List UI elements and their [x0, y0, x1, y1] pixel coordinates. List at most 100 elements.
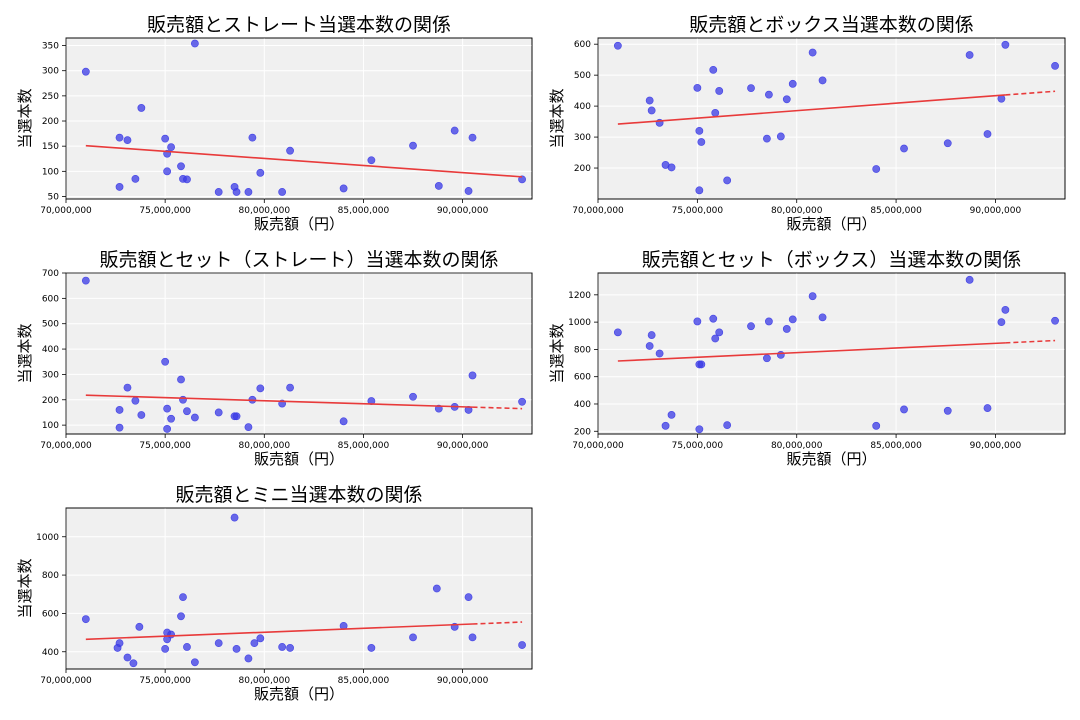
x-tick-label: 70,000,000 [40, 206, 92, 216]
x-tick-label: 85,000,000 [870, 206, 922, 216]
y-tick-label: 400 [574, 400, 591, 410]
data-point [190, 413, 199, 422]
data-point [808, 292, 817, 301]
data-point [645, 96, 654, 105]
data-point [763, 134, 771, 143]
y-tick-label: 200 [574, 164, 591, 174]
x-axis-label: 販売額（円） [254, 215, 344, 233]
data-point [464, 187, 473, 195]
trend-line-extension [472, 406, 523, 410]
data-point [115, 406, 124, 414]
data-point [190, 39, 199, 48]
data-point [711, 109, 720, 117]
chart-title: 販売額とセット（ストレート）当選本数の関係 [99, 249, 498, 271]
x-tick-label: 90,000,000 [970, 206, 1022, 216]
x-axis-label: 販売額（円） [254, 685, 344, 703]
data-point [900, 144, 908, 153]
y-tick-label: 350 [42, 42, 59, 52]
data-point [983, 130, 992, 138]
x-tick-label: 70,000,000 [40, 441, 92, 451]
trend-line-extension [472, 621, 523, 625]
data-point [123, 383, 132, 392]
data-point [135, 622, 144, 631]
data-point [695, 425, 704, 434]
data-point [214, 639, 223, 648]
data-point [256, 634, 265, 643]
data-point [776, 350, 785, 359]
data-point [167, 143, 175, 152]
plot-area [65, 507, 533, 670]
data-point [244, 423, 253, 432]
data-point [179, 593, 187, 602]
y-axis-label: 当選本数 [16, 323, 34, 383]
data-point [997, 318, 1006, 327]
data-point [747, 322, 755, 331]
data-point [115, 183, 124, 191]
chart-1: 70,000,000 75,000,000 80,000,000 85,000,000… [16, 14, 533, 233]
x-tick-label: 70,000,000 [572, 206, 624, 216]
data-point [286, 146, 294, 155]
data-point [788, 79, 797, 88]
x-tick-label: 85,000,000 [338, 676, 390, 686]
data-point [782, 95, 791, 104]
y-axis-label: 当選本数 [548, 88, 566, 148]
data-point [645, 342, 654, 350]
data-point [278, 188, 287, 196]
data-point [468, 371, 477, 380]
y-tick-label: 300 [42, 67, 59, 77]
data-point [693, 317, 702, 326]
data-point [183, 407, 191, 416]
data-point [808, 48, 817, 57]
data-point [115, 639, 124, 648]
x-tick-label: 90,000,000 [437, 206, 489, 216]
trend-line [85, 623, 473, 641]
data-point [131, 174, 140, 183]
y-tick-label: 300 [42, 370, 59, 380]
data-point [432, 584, 441, 593]
data-point [232, 644, 241, 653]
x-tick-label: 85,000,000 [338, 441, 390, 451]
data-point [163, 167, 172, 176]
x-tick-label: 80,000,000 [239, 441, 291, 451]
data-point [776, 132, 785, 141]
data-point [190, 658, 199, 667]
data-point [286, 383, 294, 392]
data-point [661, 421, 670, 430]
data-point [81, 615, 90, 624]
data-point [450, 126, 459, 135]
data-point [161, 134, 170, 143]
data-point [613, 328, 622, 337]
data-point [244, 188, 253, 196]
trend-line [617, 342, 1006, 362]
data-point [613, 41, 622, 50]
y-tick-label: 600 [574, 373, 591, 383]
data-point [81, 276, 90, 285]
plot-frame [597, 37, 1066, 200]
data-point [763, 354, 771, 363]
data-point [715, 87, 724, 95]
data-point [163, 425, 172, 433]
y-tick-label: 600 [42, 609, 59, 619]
data-point [711, 334, 720, 343]
data-point [1051, 61, 1059, 70]
data-point [214, 408, 223, 417]
y-tick-label: 1200 [568, 291, 591, 301]
y-tick-label: 800 [42, 571, 59, 581]
data-point [115, 423, 124, 432]
data-point [1001, 305, 1010, 314]
chart-3: 70,000,000 75,000,000 80,000,000 85,000,000… [16, 249, 533, 468]
y-tick-label: 600 [574, 40, 591, 50]
y-tick-label: 100 [42, 421, 59, 431]
data-point [709, 65, 718, 74]
y-tick-label: 300 [574, 133, 591, 143]
x-tick-label: 85,000,000 [870, 441, 922, 451]
y-tick-label: 200 [42, 117, 59, 127]
data-point [367, 644, 376, 652]
x-tick-label: 75,000,000 [672, 441, 724, 451]
y-tick-label: 150 [42, 142, 59, 152]
data-point [765, 90, 773, 99]
data-point [230, 513, 239, 522]
data-point [693, 83, 702, 92]
data-point [647, 331, 656, 339]
